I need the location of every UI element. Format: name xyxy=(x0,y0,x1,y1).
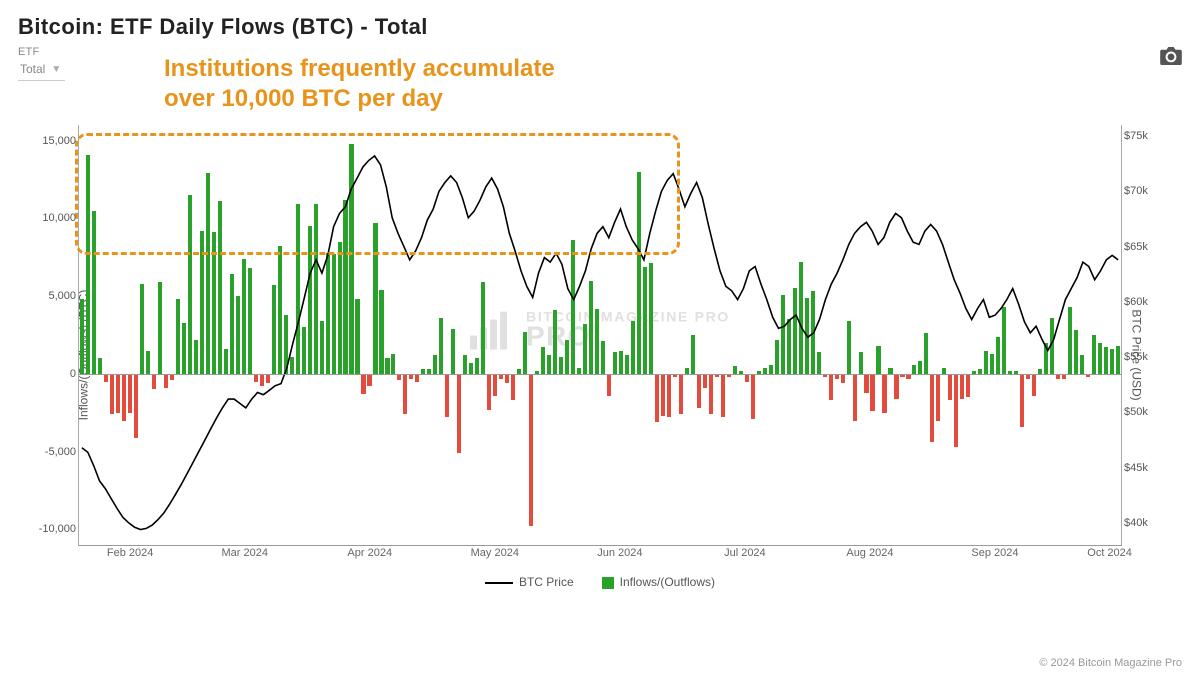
etf-selector-label: ETF xyxy=(18,46,65,58)
ytick-right: $75k xyxy=(1124,130,1162,142)
xtick: Jun 2024 xyxy=(597,547,642,559)
chart-area: Inflows/(Outflows) (BTC) BTC Price (USD)… xyxy=(18,115,1182,595)
ytick-right: $65k xyxy=(1124,241,1162,253)
xtick: Feb 2024 xyxy=(107,547,153,559)
ytick-left: -5,000 xyxy=(38,446,76,458)
chevron-down-icon: ▼ xyxy=(51,64,61,75)
ytick-left: 5,000 xyxy=(38,290,76,302)
legend-price: BTC Price xyxy=(485,575,574,589)
camera-icon[interactable] xyxy=(1160,46,1182,66)
ytick-right: $45k xyxy=(1124,462,1162,474)
etf-selector-value: Total xyxy=(20,62,45,76)
annotation-text: Institutions frequently accumulate over … xyxy=(164,54,555,114)
price-line xyxy=(79,125,1121,545)
ytick-left: 15,000 xyxy=(38,135,76,147)
xtick: Apr 2024 xyxy=(347,547,392,559)
xtick: Oct 2024 xyxy=(1087,547,1132,559)
xtick: Jul 2024 xyxy=(724,547,766,559)
ytick-right: $50k xyxy=(1124,406,1162,418)
plot-area[interactable]: BITCOIN MAGAZINE PRO PRO® xyxy=(78,125,1122,545)
page-title: Bitcoin: ETF Daily Flows (BTC) - Total xyxy=(18,14,1182,40)
ytick-left: -10,000 xyxy=(38,523,76,535)
ytick-left: 0 xyxy=(38,368,76,380)
copyright: © 2024 Bitcoin Magazine Pro xyxy=(1039,657,1182,669)
legend: BTC Price Inflows/(Outflows) xyxy=(18,575,1182,589)
ytick-right: $60k xyxy=(1124,296,1162,308)
legend-flows: Inflows/(Outflows) xyxy=(602,575,715,589)
ytick-right: $55k xyxy=(1124,351,1162,363)
ytick-right: $40k xyxy=(1124,517,1162,529)
xtick: Mar 2024 xyxy=(221,547,267,559)
xtick: Sep 2024 xyxy=(971,547,1018,559)
xtick: May 2024 xyxy=(471,547,519,559)
etf-selector[interactable]: ETF Total ▼ xyxy=(18,46,65,81)
ytick-left: 10,000 xyxy=(38,212,76,224)
xtick: Aug 2024 xyxy=(846,547,893,559)
ytick-right: $70k xyxy=(1124,185,1162,197)
